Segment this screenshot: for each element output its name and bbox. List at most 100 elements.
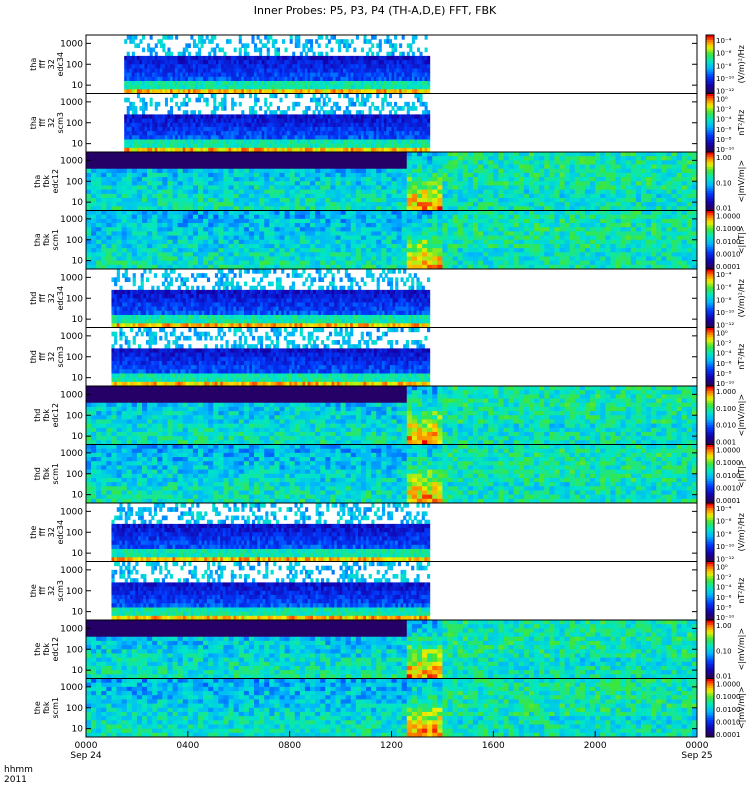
spectrogram-cell [149,131,153,136]
spectrogram-cell [424,89,428,94]
spectrogram-cell [136,72,140,78]
spectrogram-cell [327,68,331,74]
spectrogram-cell [182,55,186,61]
spectrogram-cell [363,72,367,78]
spectrogram-cell [162,135,166,140]
colorbar-swatch [706,137,714,141]
spectrogram-cell [254,72,258,78]
spectrogram-cell [422,64,426,69]
spectrogram-cell [289,55,293,61]
spectrogram-cell [340,152,347,157]
spectrogram-cell [164,122,168,128]
spectrogram-cell [243,218,250,224]
spectrogram-cell [226,118,230,124]
spectrogram-cell [269,114,273,120]
spectrogram-cell [271,76,275,82]
spectrogram-cell [192,164,199,170]
spectrogram-cell [210,131,214,136]
spectrogram-cell [467,181,474,186]
spectrogram-cell [190,110,194,115]
spectrogram-cell [676,168,683,174]
spectrogram-cell [646,152,652,157]
y-tick-label: 1000 [60,39,83,49]
spectrogram-cell [177,118,181,124]
spectrogram-cell [315,97,319,103]
spectrogram-cell [282,143,286,149]
spectrogram-cell [600,185,606,191]
spectrogram-cell [427,181,433,186]
spectrogram-cell [264,64,268,69]
spectrogram-cell [136,256,143,262]
spectrogram-cell [175,93,179,99]
spectrogram-cell [167,118,171,124]
spectrogram-cell [427,177,433,182]
spectrogram-cell [177,139,181,145]
spectrogram-cell [307,60,311,65]
spectrogram-cell [332,89,336,94]
spectrogram-cell [661,164,667,170]
spectrogram-cell [254,185,260,191]
spectrogram-cell [345,68,349,74]
spectrogram-cell [129,55,133,61]
spectrogram-cell [208,143,212,149]
spectrogram-cell [579,202,586,207]
spectrogram-cell [427,122,431,128]
spectrogram-cell [299,76,303,82]
spectrogram-cell [424,101,428,107]
spectrogram-cell [248,227,255,232]
spectrogram-cell [427,60,431,65]
spectrogram-cell [228,85,232,90]
spectrogram-cell [124,89,128,94]
spectrogram-cell [172,248,179,253]
spectrogram-cell [198,185,204,191]
spectrogram-cell [228,160,235,166]
spectrogram-cell [198,239,204,245]
spectrogram-cell [231,147,235,153]
spectrogram-cell [124,64,128,69]
spectrogram-cell [266,147,270,153]
spectrogram-cell [180,64,184,69]
spectrogram-cell [192,80,196,86]
spectrogram-cell [427,139,431,145]
spectrogram-cell [164,80,168,86]
spectrogram-cell [162,43,166,49]
spectrogram-cell [396,152,403,157]
spectrogram-cell [330,64,334,69]
spectrogram-cell [200,93,204,99]
spectrogram-cell [307,143,311,149]
spectrogram-cell [322,68,326,74]
spectrogram-cell [215,118,219,124]
spectrogram-cell [358,76,362,82]
spectrogram-cell [142,248,148,253]
spectrogram-cell [147,231,153,237]
spectrogram-cell [498,193,505,199]
spectrogram-cell [228,131,232,136]
spectrogram-cell [238,231,245,237]
spectrogram-cell [289,189,296,195]
spectrogram-cell [294,210,301,216]
spectrogram-cell [343,72,347,78]
spectrogram-cell [366,177,372,182]
colorbar-swatch [706,181,714,185]
spectrogram-cell [149,72,153,78]
spectrogram-cell [274,181,280,186]
spectrogram-cell [304,39,308,44]
spectrogram-cell [203,260,209,266]
spectrogram-cell [297,85,301,90]
spectrogram-cell [126,114,130,120]
spectrogram-cell [200,85,204,90]
spectrogram-cell [371,64,375,69]
spectrogram-cell [330,35,334,40]
spectrogram-cell [175,126,179,132]
spectrogram-cell [162,252,168,257]
spectrogram-cell [386,160,392,166]
spectrogram-cell [269,122,273,128]
spectrogram-cell [371,89,375,94]
spectrogram-cell [457,185,464,191]
spectrogram-cell [661,185,667,191]
spectrogram-cell [422,55,426,61]
spectrogram-cell [152,235,158,241]
spectrogram-cell [172,227,179,232]
spectrogram-cell [182,231,189,237]
spectrogram-cell [142,143,146,149]
